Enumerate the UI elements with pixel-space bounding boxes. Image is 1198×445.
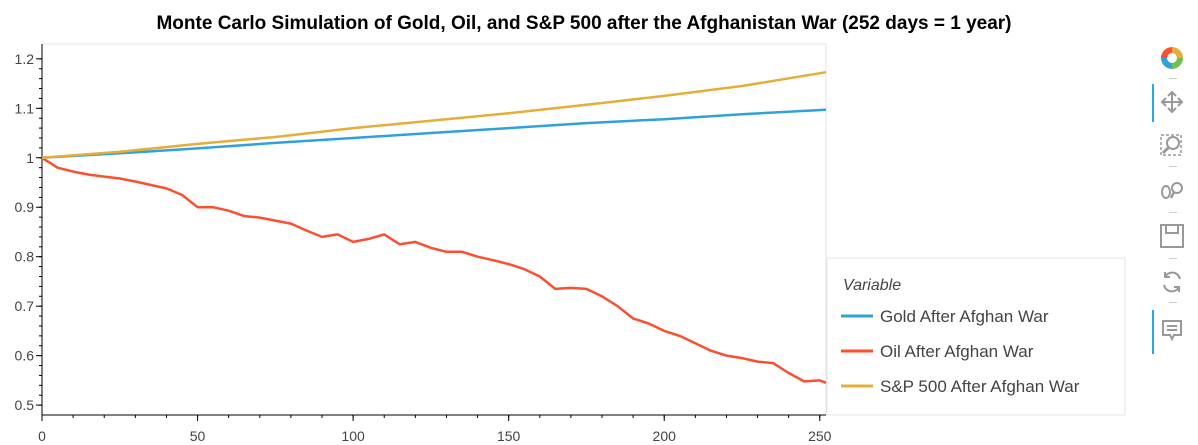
y-tick-label: 0.8 xyxy=(15,249,35,265)
toolbar-separator xyxy=(1169,166,1177,167)
y-tick-label: 1 xyxy=(26,150,34,166)
active-tool-indicator xyxy=(1152,84,1154,122)
save-icon[interactable] xyxy=(1158,222,1186,250)
legend-label[interactable]: Oil After Afghan War xyxy=(880,342,1034,361)
x-tick-label: 50 xyxy=(190,428,206,444)
wheel-zoom-icon[interactable] xyxy=(1158,176,1186,204)
x-tick-label: 150 xyxy=(497,428,521,444)
plot-frame xyxy=(41,43,827,416)
series-line-gold-after-afghan-war[interactable] xyxy=(41,108,827,160)
toolbar-separator xyxy=(1169,258,1177,259)
legend-title: Variable xyxy=(843,277,901,294)
legend-label[interactable]: S&P 500 After Afghan War xyxy=(880,377,1080,396)
box-zoom-icon[interactable] xyxy=(1158,132,1186,160)
toolbar xyxy=(1150,36,1194,366)
hover-icon[interactable] xyxy=(1158,316,1186,344)
legend-label[interactable]: Gold After Afghan War xyxy=(880,307,1049,326)
legend: Variable Gold After Afghan War Oil After … xyxy=(826,257,1126,416)
x-axis: 0 50 100 150 200 250 xyxy=(38,414,832,444)
series-group[interactable] xyxy=(41,70,827,384)
toolbar-separator xyxy=(1169,212,1177,213)
y-tick-label: 0.7 xyxy=(15,298,35,314)
reset-icon[interactable] xyxy=(1158,268,1186,296)
x-tick-label: 250 xyxy=(808,428,832,444)
chart-title: Monte Carlo Simulation of Gold, Oil, and… xyxy=(156,13,1011,34)
y-tick-label: 0.5 xyxy=(15,397,35,413)
series-line-oil-after-afghan-war[interactable] xyxy=(41,156,827,384)
x-tick-label: 0 xyxy=(38,428,46,444)
legend-box xyxy=(826,257,1126,416)
series-line-s-p-500-after-afghan-war[interactable] xyxy=(41,70,827,160)
toolbar-separator xyxy=(1169,78,1177,79)
y-tick-label: 0.9 xyxy=(15,199,35,215)
pan-icon[interactable] xyxy=(1158,88,1186,116)
x-tick-label: 100 xyxy=(341,428,365,444)
y-tick-label: 0.6 xyxy=(15,348,35,364)
y-axis: 0.5 0.6 0.7 0.8 0.9 1 1.1 1.2 xyxy=(15,44,43,415)
toolbar-separator xyxy=(1169,302,1177,303)
x-tick-label: 200 xyxy=(653,428,677,444)
bokeh-logo-icon[interactable] xyxy=(1158,44,1186,72)
y-tick-label: 1.1 xyxy=(15,100,35,116)
active-tool-indicator xyxy=(1152,310,1154,354)
y-tick-label: 1.2 xyxy=(15,51,35,67)
